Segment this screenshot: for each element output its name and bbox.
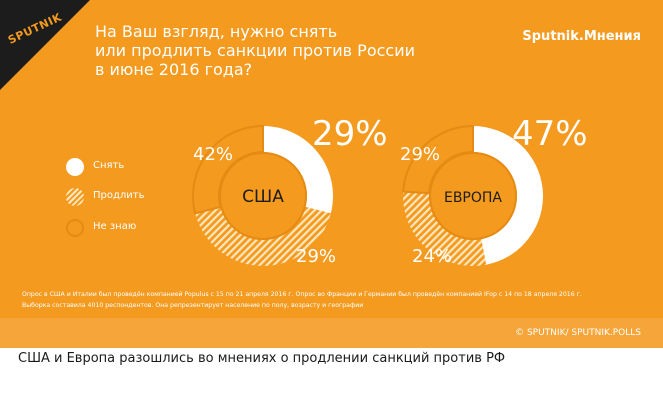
donut-core (219, 152, 307, 240)
question-line: в июне 2016 года? (95, 60, 253, 79)
legend-swatch-remove (66, 158, 84, 176)
legend-label: Не знаю (93, 221, 137, 232)
legend-label: Снять (93, 160, 125, 171)
data-label-unknown: 24% (412, 246, 452, 267)
data-label-extend: 42% (193, 144, 233, 165)
donut-center-label: ЕВРОПА (444, 190, 502, 206)
footnote-line: Опрос в США и Италии был проведён компан… (22, 291, 582, 298)
donut-slice-extend (195, 206, 331, 266)
data-label-remove: 29% (312, 114, 388, 154)
photo-credit: © SPUTNIK/ SPUTNIK.POLLS (515, 328, 641, 338)
donut-center-label: США (242, 187, 284, 207)
legend-swatch-unknown (66, 219, 84, 237)
data-label-remove: 47% (512, 114, 588, 154)
credit-bar (0, 318, 663, 348)
donut-slice-remove (263, 126, 333, 214)
question-title: На Ваш взгляд, нужно снять или продлить … (95, 22, 445, 79)
infographic-panel: SPUTNIK На Ваш взгляд, нужно снять или п… (0, 0, 663, 318)
image-caption: США и Европа разошлись во мнениях о прод… (18, 351, 506, 366)
legend-swatch-extend (66, 188, 84, 206)
question-line: или продлить санкции против России (95, 41, 416, 60)
donut-slice-extend (402, 191, 487, 266)
brand-name: Sputnik.Мнения (522, 29, 641, 44)
footnote-line: Выборка составила 4010 респондентов. Она… (22, 302, 364, 309)
donut-core (429, 152, 517, 240)
data-label-unknown: 29% (296, 246, 336, 267)
donut-charts: США 29% 42% 29% ЕВРОПА 47% 29% 24% (192, 114, 588, 267)
survey-footnote: Опрос в США и Италии был проведён компан… (22, 289, 642, 311)
data-label-extend: 29% (400, 144, 440, 165)
question-line: На Ваш взгляд, нужно снять (95, 22, 338, 41)
legend-label: Продлить (93, 190, 145, 201)
donut-slice-remove (473, 126, 543, 265)
sputnik-logo (0, 0, 90, 90)
